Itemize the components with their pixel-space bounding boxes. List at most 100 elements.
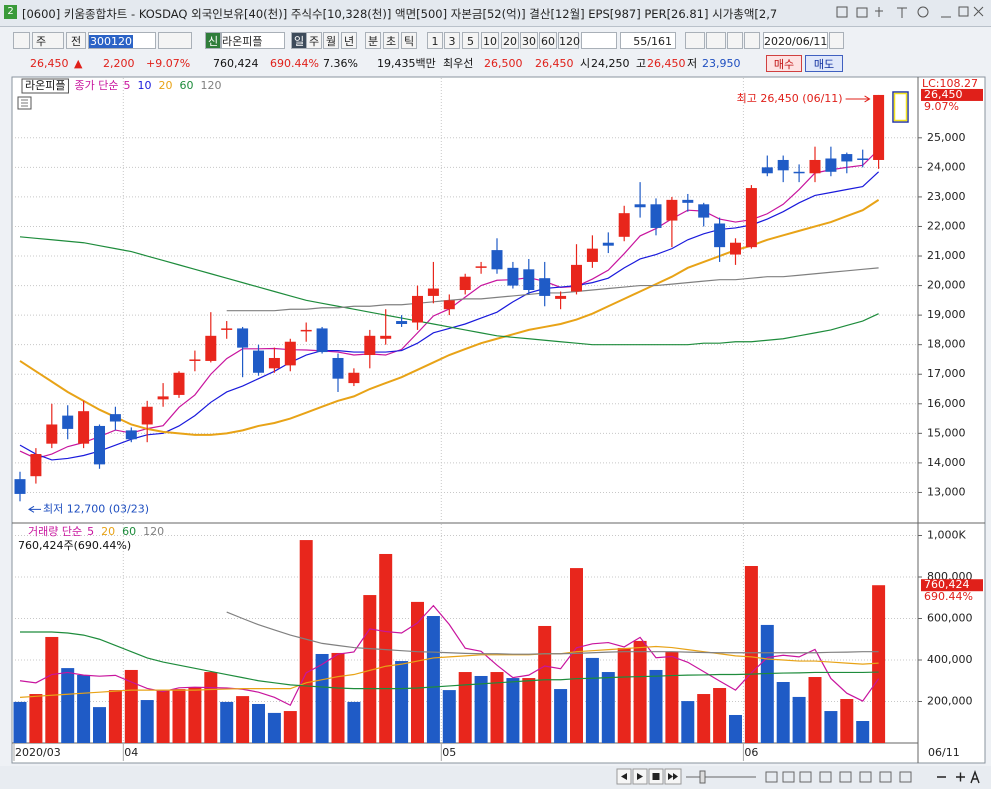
last-volume-box [921,579,983,592]
y-tick-label: 24,000 [927,160,966,173]
candle-body [237,328,249,348]
volume-bar [411,601,424,743]
candle-body [857,158,869,160]
candle-body [714,223,726,248]
candle-body [793,171,805,174]
interval-input[interactable] [581,32,617,49]
volume-bar [61,668,75,743]
candle-body [268,357,280,369]
candle-body [555,295,567,299]
buy-button[interactable]: 매수 [766,55,802,72]
y-tick-label: 20,000 [927,279,966,292]
y-tick-label: 25,000 [927,131,966,144]
volume-bar [458,672,472,743]
volume-bar [538,625,552,743]
candle-body [46,424,58,444]
candle-body [777,159,789,171]
speaker-button[interactable] [158,32,192,49]
y-tick-label: 200,000 [927,695,973,708]
candle-body [491,250,503,270]
volume-bar [697,694,711,743]
toolbar-button[interactable]: 주 [306,32,322,49]
toolbar-button[interactable]: 년 [341,32,357,49]
change-arrow: ▲ [74,57,83,70]
toolbar-button[interactable]: 3 [444,32,460,49]
volume-bar [442,690,456,743]
volume-bar [617,647,631,743]
volume: 760,424 [213,57,259,70]
prev-button[interactable]: 전 [66,32,86,49]
candle-body [682,199,694,203]
volume-bar [283,711,297,743]
legend-entry: 10 [137,79,151,92]
toolbar-button[interactable]: 분 [365,32,381,49]
scroll-buttons[interactable] [616,768,682,785]
candle-body [666,199,678,221]
volume-bar [633,640,647,743]
volume-bar [156,690,170,743]
volume-bar [490,672,504,743]
best-label: 최우선 [443,57,474,70]
volume-bar [585,657,599,743]
legend-entry: 5 [87,525,94,538]
toolbar-button[interactable]: 5 [462,32,479,49]
open: 24,250 [591,57,630,70]
toolbar-button[interactable]: 20 [501,32,519,49]
volume-bar [236,696,250,743]
y-tick-label: 14,000 [927,456,966,469]
toolbar-button[interactable]: 초 [383,32,399,49]
legend-entry: 20 [101,525,115,538]
candle-body [253,350,264,373]
layout-button[interactable] [13,32,30,49]
code-input[interactable]: 300120 [88,32,156,49]
turnover: 7.36% [323,57,358,70]
candle-body [730,242,741,255]
candle-body [284,341,296,366]
tool-button[interactable] [744,32,760,49]
ma-line [20,631,879,690]
volume-bar [744,566,758,743]
volume-bar [331,652,345,743]
volume-bar [124,669,138,743]
toolbar-button[interactable]: 일 [291,32,307,49]
toolbar-button[interactable]: 틱 [401,32,417,49]
y-tick-label: 23,000 [927,190,966,203]
toolbar-button[interactable]: 1 [427,32,443,49]
high-annotation: 최고 26,450 (06/11) [737,92,843,105]
candle-body [316,328,328,353]
stock-name[interactable]: 라온피플 [221,32,285,49]
volume-bar [792,696,806,743]
volume-bar [856,721,870,743]
calendar-button[interactable] [829,32,844,49]
volume-bar [506,678,520,743]
sell-button[interactable]: 매도 [805,55,843,72]
tool-button[interactable] [706,32,726,49]
candle-body [841,154,853,162]
toolbar: 주 전 300120 신 라온피플 일 주 월 년 분 초 틱 1 3 5 10 20 30 60 120 … [0,28,991,52]
candle-body [109,414,121,422]
volume-bar [395,661,409,743]
toolbar-button[interactable]: 60 [539,32,557,49]
bar-count: 55/161 [620,32,676,49]
candle-body [650,204,662,228]
candle-body [14,479,26,494]
toolbar-button[interactable]: 30 [520,32,538,49]
toolbar-button[interactable]: 월 [323,32,339,49]
toolbar-button[interactable]: 10 [481,32,499,49]
chart-area: 13,000 14,000 15,000 16,000 17,000 18,000 19,0… [11,76,986,764]
new-button[interactable]: 신 [205,32,221,49]
tool-button[interactable] [727,32,743,49]
date-input[interactable]: 2020/06/11 [763,32,828,49]
volume-bar [45,636,59,743]
volume-bar [108,690,122,743]
y-tick-label: 400,000 [927,653,973,666]
tool-button[interactable] [685,32,705,49]
last-price-label: 26,450 [924,88,963,101]
candle-body [634,204,646,208]
low-label: 저 [687,57,698,70]
period-select[interactable]: 주 [32,32,64,49]
toolbar-button[interactable]: 120 [558,32,580,49]
x-tick-label: 06 [744,746,758,759]
x-end-label: 06/11 [928,746,960,759]
